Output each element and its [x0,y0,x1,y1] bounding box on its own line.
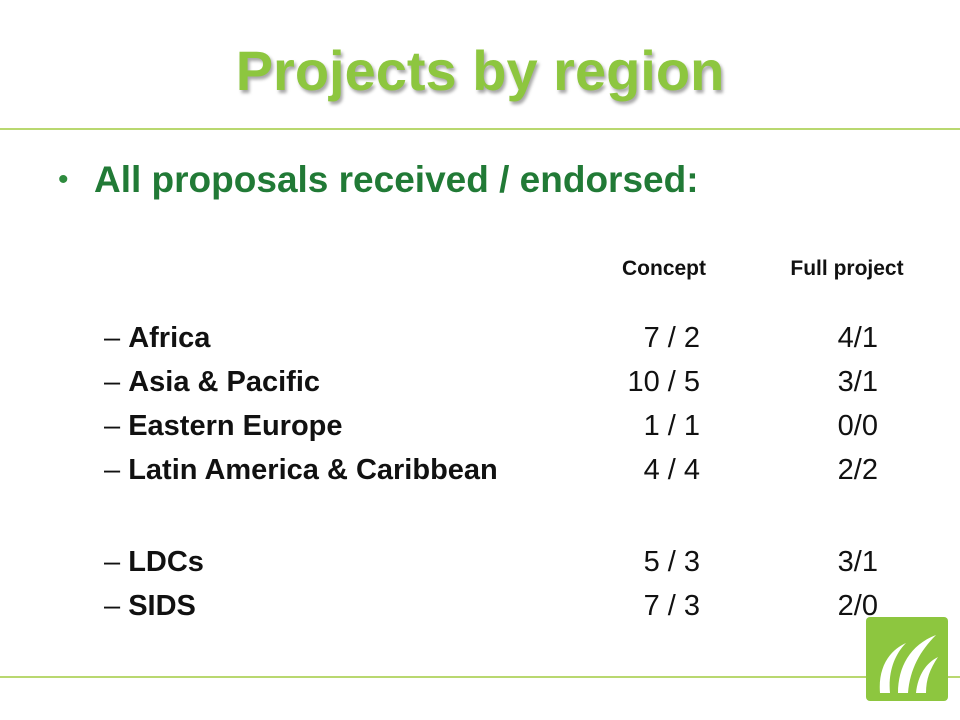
bullet-marker: • [58,163,69,196]
full-project-count: 0/0 [837,410,878,442]
concept-count: 5 / 3 [643,546,700,578]
bullet-text: All proposals received / endorsed: [94,159,699,200]
region-name: LDCs [104,544,204,580]
full-project-count: 3/1 [837,366,878,398]
region-name: Asia & Pacific [104,364,320,400]
concept-count: 1 / 1 [643,410,700,442]
region-name: Africa [104,320,210,356]
logo [866,617,948,701]
region-name: Latin America & Caribbean [104,452,498,488]
full-project-count: 2/0 [837,590,878,622]
region-name: Eastern Europe [104,408,342,444]
top-rule [0,128,960,130]
region-name: SIDS [104,588,196,624]
concept-count: 7 / 3 [643,590,700,622]
concept-count: 10 / 5 [627,366,700,398]
bottom-rule [0,676,960,678]
slide-title: Projects by region [235,39,725,102]
full-project-count: 3/1 [837,546,878,578]
concept-count: 4 / 4 [643,454,700,486]
concept-count: 7 / 2 [643,322,700,354]
full-project-count: 4/1 [837,322,878,354]
full-project-count: 2/2 [837,454,878,486]
column-header: Concept [622,257,706,280]
column-header: Full project [790,257,904,280]
